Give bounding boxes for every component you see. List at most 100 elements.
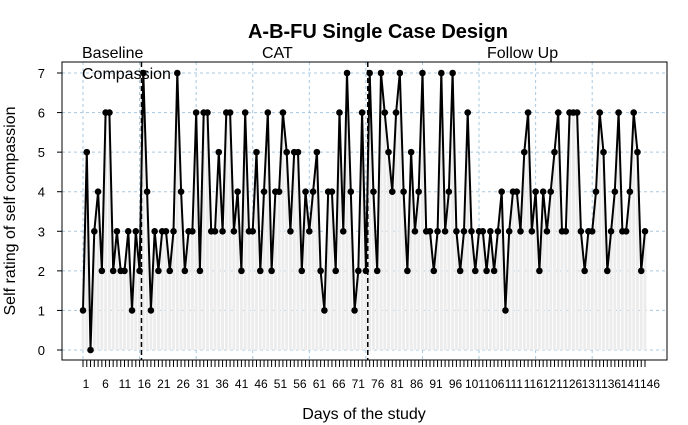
bar: [470, 231, 473, 350]
bar: [262, 191, 266, 350]
bar: [602, 152, 605, 350]
bar: [179, 191, 183, 350]
x-tick-label: 46: [254, 377, 268, 391]
data-point: [189, 227, 196, 235]
data-point: [381, 109, 389, 116]
data-point: [441, 227, 449, 235]
bar: [462, 231, 466, 350]
bar: [372, 191, 375, 350]
bar: [624, 231, 628, 350]
data-point: [298, 267, 306, 275]
data-point: [109, 267, 117, 275]
y-tick-label: 6: [38, 106, 45, 121]
data-point: [309, 188, 317, 196]
data-point: [219, 227, 226, 235]
bar: [289, 231, 292, 350]
data-point: [543, 227, 551, 235]
bar: [405, 270, 409, 350]
bar: [439, 73, 443, 350]
x-tick-label: 116: [524, 377, 543, 391]
bar: [519, 231, 522, 350]
y-axis-label: Self rating of self compassion: [2, 107, 19, 316]
data-point: [166, 267, 174, 275]
bar: [96, 191, 100, 350]
x-tick-label: 56: [293, 377, 307, 391]
y-tick-label: 2: [38, 264, 45, 279]
bar: [255, 152, 258, 350]
bar: [617, 112, 621, 350]
y-tick-label: 4: [38, 185, 45, 200]
data-point: [370, 188, 377, 196]
data-point: [355, 267, 362, 275]
data-point: [502, 307, 509, 314]
data-point: [268, 267, 275, 275]
x-tick-label: 86: [410, 377, 424, 391]
bar: [368, 73, 372, 350]
bar: [504, 310, 507, 350]
data-point: [279, 109, 287, 116]
data-point: [468, 227, 475, 235]
x-axis-label: Days of the study: [302, 406, 426, 423]
x-axis: 1 6 11 16 21 26 31 36 41 46 51 56 61 66 71 76 81 86 91 96 10…: [82, 360, 660, 391]
x-tick-label: 96: [449, 377, 463, 391]
bar: [322, 310, 326, 350]
bar: [598, 112, 602, 350]
data-point: [294, 148, 302, 156]
bar: [394, 112, 398, 350]
bar: [383, 112, 387, 350]
bar: [92, 231, 96, 350]
bar: [485, 270, 488, 350]
bar: [620, 231, 624, 350]
bar: [587, 231, 590, 350]
data-point: [234, 188, 241, 196]
bar: [270, 270, 274, 350]
bar: [123, 270, 126, 350]
x-tick-label: 51: [274, 377, 288, 391]
x-tick-label: 11: [119, 377, 132, 391]
data-point: [336, 109, 343, 116]
data-point: [445, 188, 453, 196]
data-point: [581, 267, 588, 275]
bar: [413, 231, 417, 350]
bar: [522, 152, 526, 350]
x-tick-label: 76: [371, 377, 385, 391]
data-point: [562, 227, 570, 235]
data-point: [249, 227, 257, 235]
bar: [345, 73, 349, 350]
bar: [338, 112, 341, 350]
data-point: [513, 188, 521, 196]
x-tick-label: 136: [601, 377, 621, 391]
bar: [526, 112, 530, 350]
data-point: [411, 227, 419, 235]
data-point: [596, 109, 604, 116]
bar: [232, 231, 236, 350]
data-point: [151, 227, 158, 235]
bar: [545, 231, 549, 350]
bar: [243, 112, 247, 350]
data-point: [641, 227, 649, 235]
data-point: [388, 188, 396, 196]
x-tick-label: 31: [196, 377, 210, 391]
data-point: [332, 267, 340, 275]
data-point: [94, 188, 102, 196]
bar: [202, 112, 206, 350]
data-point: [306, 227, 313, 235]
bar: [213, 231, 217, 350]
bar: [556, 112, 560, 350]
data-point: [607, 227, 615, 235]
bar: [417, 191, 421, 350]
data-point: [615, 109, 622, 116]
x-tick-label: 16: [138, 377, 152, 391]
data-point: [358, 109, 366, 116]
bar: [319, 270, 323, 350]
data-point: [177, 188, 185, 196]
y-tick-label: 7: [38, 66, 45, 81]
bar: [266, 112, 270, 350]
data-point: [215, 148, 223, 156]
bar: [458, 270, 462, 350]
data-point: [588, 227, 596, 235]
bar: [236, 191, 240, 350]
data-point: [241, 109, 249, 116]
data-point: [517, 227, 524, 235]
data-point: [230, 227, 238, 235]
